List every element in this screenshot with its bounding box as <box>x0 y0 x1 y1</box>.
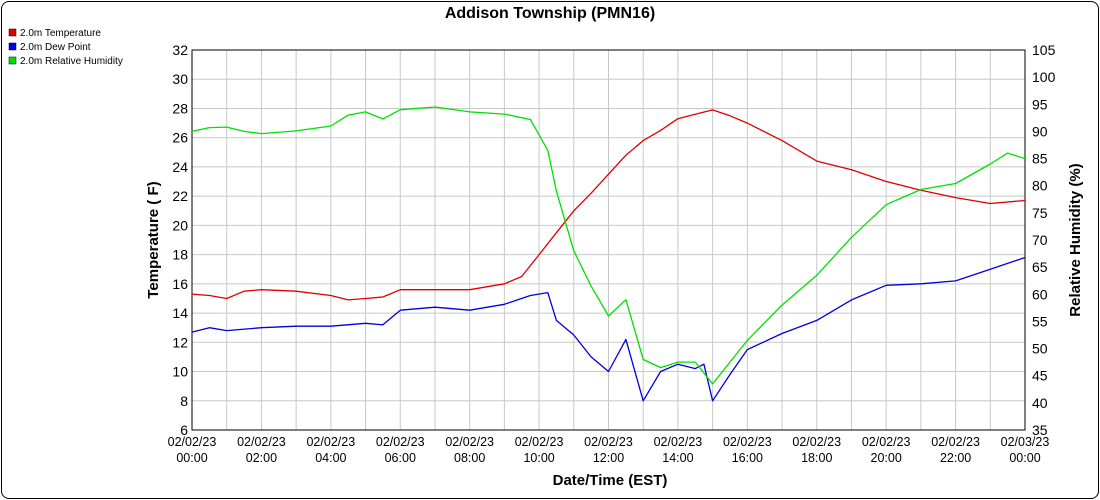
x-tick-date: 02/02/23 <box>237 435 286 449</box>
legend-swatch <box>8 42 17 51</box>
y2-tick-label: 90 <box>1032 123 1048 139</box>
y2-tick-label: 80 <box>1032 178 1048 194</box>
x-tick-time: 20:00 <box>871 451 902 465</box>
legend: 2.0m Temperature 2.0m Dew Point 2.0m Relat… <box>8 28 123 67</box>
x-tick-time: 12:00 <box>593 451 624 465</box>
x-tick-date: 02/02/23 <box>168 435 217 449</box>
series-line-2-0m-dew-point <box>191 256 1026 402</box>
y-tick-label: 20 <box>172 217 188 233</box>
grid <box>191 49 1026 431</box>
x-tick-date: 02/02/23 <box>306 435 355 449</box>
y2-tick-label: 50 <box>1032 341 1048 357</box>
x-tick-date: 02/02/23 <box>723 435 772 449</box>
x-tick-time: 04:00 <box>315 451 346 465</box>
x-tick-time: 08:00 <box>454 451 485 465</box>
y-tick-label: 12 <box>172 334 188 350</box>
y2-tick-label: 60 <box>1032 286 1048 302</box>
x-tick-time: 14:00 <box>662 451 693 465</box>
y2-tick-label: 65 <box>1032 259 1048 275</box>
y-tick-label: 24 <box>172 159 188 175</box>
x-tick-date: 02/02/23 <box>654 435 703 449</box>
y2-tick-label: 105 <box>1032 42 1056 58</box>
series-line-2-0m-temperature <box>191 109 1026 301</box>
y2-axis-title: Relative Humidity (%) <box>1067 163 1084 316</box>
y-axis-title: Temperature ( F) <box>145 181 162 298</box>
x-tick-time: 16:00 <box>732 451 763 465</box>
legend-swatch <box>8 28 17 37</box>
x-tick-date: 02/02/23 <box>584 435 633 449</box>
x-tick-time: 10:00 <box>523 451 554 465</box>
x-tick-date: 02/02/23 <box>792 435 841 449</box>
legend-swatch <box>8 56 17 65</box>
x-tick-time: 00:00 <box>176 451 207 465</box>
legend-label: 2.0m Dew Point <box>20 42 91 53</box>
y-tick-label: 10 <box>172 364 188 380</box>
x-tick-time: 18:00 <box>801 451 832 465</box>
legend-label: 2.0m Relative Humidity <box>20 56 123 67</box>
x-tick-date: 02/03/23 <box>1001 435 1050 449</box>
y2-tick-label: 100 <box>1032 69 1056 85</box>
y2-tick-label: 75 <box>1032 205 1048 221</box>
chart-title: Addison Township (PMN16) <box>445 5 655 22</box>
y-tick-label: 26 <box>172 130 188 146</box>
series-line-2-0m-relative-humidity <box>191 106 1026 385</box>
y2-tick-label: 55 <box>1032 313 1048 329</box>
x-tick-date: 02/02/23 <box>515 435 564 449</box>
y-tick-label: 14 <box>172 305 188 321</box>
y2-tick-label: 40 <box>1032 395 1048 411</box>
y2-tick-label: 45 <box>1032 368 1048 384</box>
x-tick-time: 22:00 <box>940 451 971 465</box>
plot-area <box>191 49 1026 431</box>
y2-tick-label: 95 <box>1032 96 1048 112</box>
y-tick-label: 8 <box>180 393 188 409</box>
x-tick-date: 02/02/23 <box>376 435 425 449</box>
y-tick-label: 22 <box>172 188 188 204</box>
right-axis: 35 40 45 50 55 60 65 70 75 80 85 90 95 100 105 <box>1032 42 1056 438</box>
x-axis-title: Date/Time (EST) <box>553 472 668 489</box>
x-tick-date: 02/02/23 <box>862 435 911 449</box>
legend-label: 2.0m Temperature <box>20 28 101 39</box>
x-tick-date: 02/02/23 <box>931 435 980 449</box>
x-tick-time: 06:00 <box>385 451 416 465</box>
x-axis: 02/02/23 00:00 02/02/23 02:00 02/02/23 04:00 0… <box>168 435 1050 465</box>
y-tick-label: 32 <box>172 42 188 58</box>
series-lines <box>191 106 1026 402</box>
x-tick-date: 02/02/23 <box>445 435 494 449</box>
y-tick-label: 16 <box>172 276 188 292</box>
y2-tick-label: 35 <box>1032 422 1048 438</box>
y-tick-label: 28 <box>172 100 188 116</box>
x-tick-time: 02:00 <box>246 451 277 465</box>
y-tick-label: 18 <box>172 247 188 263</box>
y2-tick-label: 85 <box>1032 151 1048 167</box>
y2-tick-label: 70 <box>1032 232 1048 248</box>
y-tick-label: 6 <box>180 422 188 438</box>
left-axis: 6 8 10 12 14 16 18 20 22 24 26 28 30 32 <box>172 42 188 438</box>
y-tick-label: 30 <box>172 71 188 87</box>
x-tick-time: 00:00 <box>1009 451 1040 465</box>
